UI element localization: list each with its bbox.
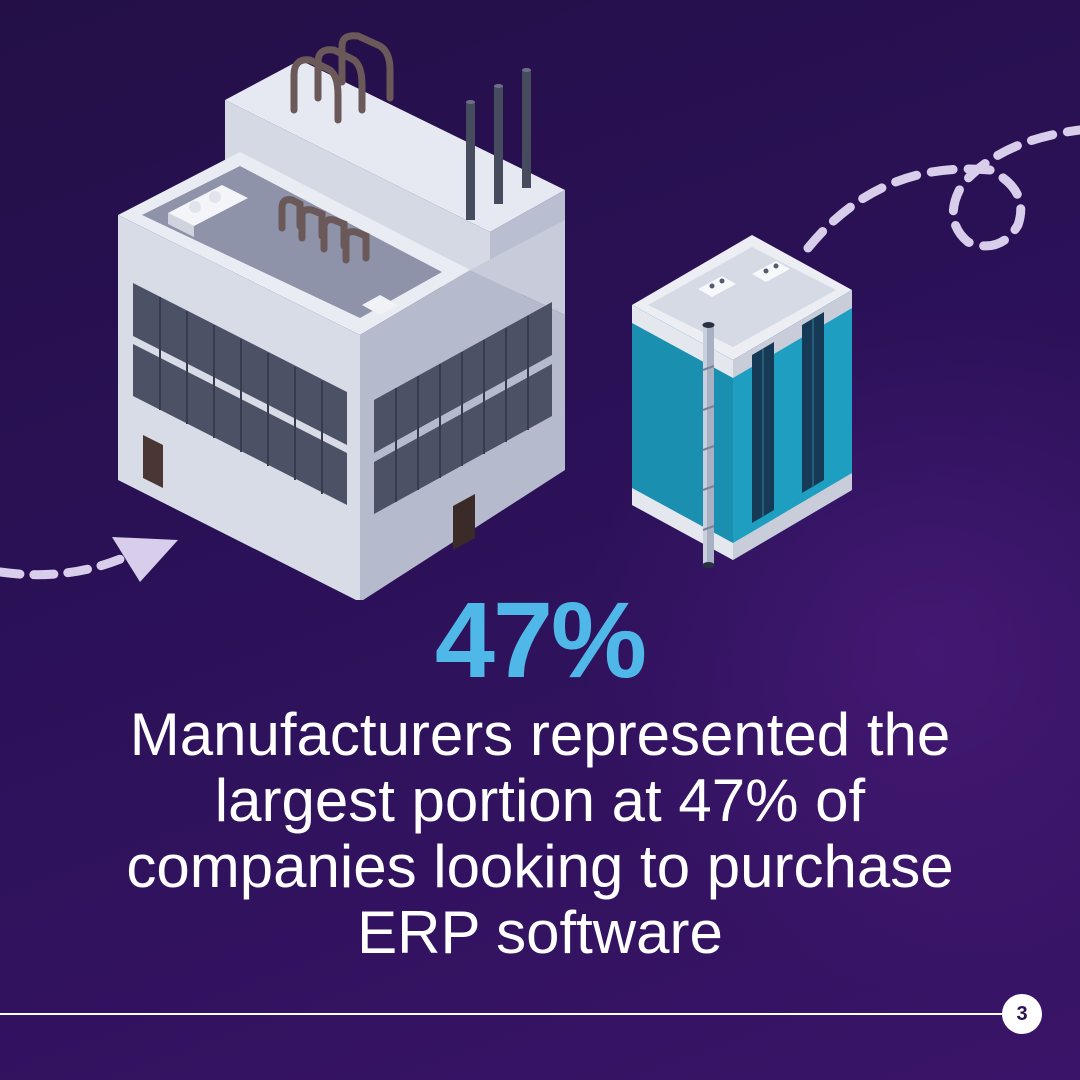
illustration-layer bbox=[0, 32, 1080, 600]
page-number-badge: 3 bbox=[1002, 994, 1042, 1034]
caption-line: largest portion at 47% of bbox=[214, 767, 866, 834]
office-tower-illustration bbox=[632, 235, 852, 568]
headline-stat: 47% bbox=[434, 579, 647, 700]
caption-line: ERP software bbox=[357, 899, 723, 966]
factory-illustration bbox=[118, 32, 565, 600]
footer-divider bbox=[0, 1013, 1004, 1015]
caption-line: Manufacturers represented the bbox=[129, 701, 951, 768]
caption-text: Manufacturers represented the largest po… bbox=[60, 702, 1020, 966]
dashed-loop-path bbox=[803, 125, 1080, 253]
caption-line: companies looking to purchase bbox=[126, 833, 954, 900]
dashed-arrow-icon bbox=[0, 537, 178, 582]
